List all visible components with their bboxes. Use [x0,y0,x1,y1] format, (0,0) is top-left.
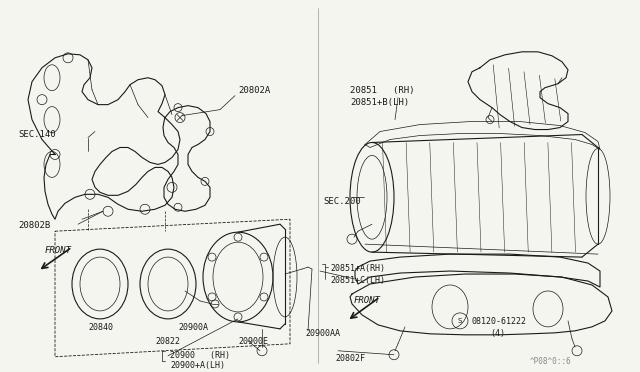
Text: 20851+A(RH): 20851+A(RH) [330,264,385,273]
Text: SEC.200: SEC.200 [323,197,360,206]
Text: 20822: 20822 [155,337,180,346]
Text: 20900+A(LH): 20900+A(LH) [170,361,225,370]
Text: FRONT: FRONT [354,296,381,305]
Text: 20851   (RH): 20851 (RH) [350,86,415,95]
Text: FRONT: FRONT [45,246,72,255]
Text: 08120-61222: 08120-61222 [472,317,527,326]
Text: 20802F: 20802F [335,354,365,363]
Text: 20900   (RH): 20900 (RH) [170,351,230,360]
Text: (4): (4) [490,329,505,338]
Text: 20851+C(LH): 20851+C(LH) [330,276,385,285]
Text: SEC.140: SEC.140 [18,129,56,138]
Text: 20802A: 20802A [238,86,270,95]
Text: 20802B: 20802B [18,221,51,230]
Text: 20900AA: 20900AA [305,329,340,338]
Text: 20851+B(LH): 20851+B(LH) [350,98,409,107]
Text: 20840: 20840 [88,323,113,332]
Text: ^P08^0::6: ^P08^0::6 [530,357,572,366]
Text: 20900A: 20900A [178,323,208,332]
Text: 20900E: 20900E [238,337,268,346]
Text: S: S [458,318,462,324]
